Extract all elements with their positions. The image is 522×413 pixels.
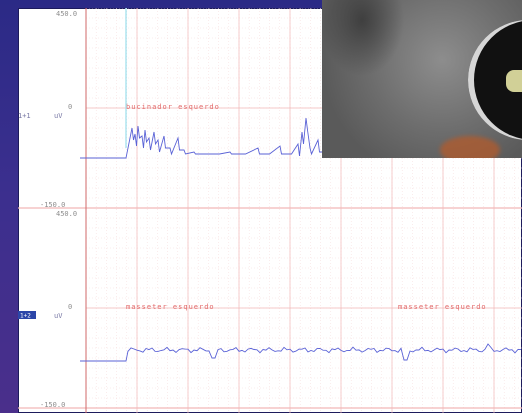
y-tick-bottom: -150.0 [40,201,65,209]
thumbnail-warm-spot [440,136,500,158]
y-tick-bottom: -150.0 [40,401,65,409]
y-tick-top: 450.0 [56,10,77,18]
muscle-label: masseter esquerdo [126,303,215,311]
thumbnail-light-spot [506,70,522,92]
channel-id-badge[interactable]: 1+2 [20,313,31,320]
unit-label: uV [54,312,63,320]
y-tick-zero: 0 [68,103,72,111]
channel-badge-bg[interactable] [18,311,36,319]
y-tick-top: 450.0 [56,210,77,218]
video-thumbnail[interactable] [322,0,522,158]
unit-label: uV [54,112,63,120]
channel-id[interactable]: 1+1 [18,112,31,120]
y-tick-zero: 0 [68,303,72,311]
muscle-label: bucinador esquerdo [126,103,220,111]
emg-trace-masseter [80,343,522,362]
emg-trace-bucinador [80,117,340,159]
muscle-label-2: masseter esquerdo [398,303,487,311]
